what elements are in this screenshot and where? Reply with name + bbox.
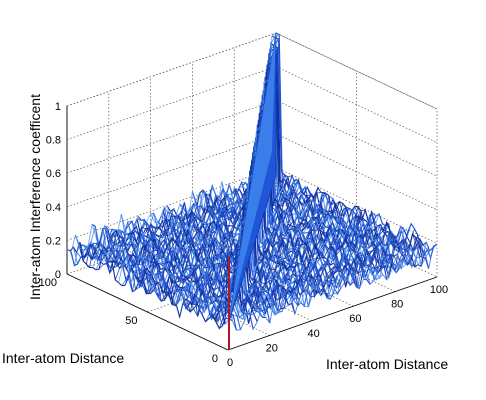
z-tick-label: 0.4: [46, 202, 61, 214]
x-axis-label: Inter-atom Distance: [326, 356, 448, 372]
z-grid-line-back-right: [275, 167, 438, 244]
y-axis-label: Inter-atom Distance: [2, 350, 124, 366]
z-tick-label: 1: [55, 101, 61, 113]
surface-line-y: [121, 125, 332, 287]
surface-line-y: [227, 243, 438, 331]
x-axis-line: [227, 276, 438, 351]
surface-line-y: [153, 185, 364, 300]
x-tick-label: 100: [430, 284, 448, 296]
z-tick-label: 0.2: [46, 235, 61, 247]
x-tick-label: 60: [349, 313, 361, 325]
surface-line-y: [224, 245, 435, 325]
x-tick-label: 0: [227, 357, 233, 369]
z-grid-line-back-left: [66, 32, 277, 107]
y-tick-label: 0: [212, 353, 218, 365]
surface-line-y: [92, 74, 303, 268]
surface-line-y: [221, 240, 432, 321]
x-tick-label: 20: [266, 342, 278, 354]
surface-plot: [66, 32, 438, 350]
y-axis-line: [66, 273, 229, 351]
surface-line-y: [112, 107, 322, 270]
z-axis-label: Inter-atom Interference coefficent: [27, 94, 43, 300]
diagonal-peak-face: [228, 33, 276, 325]
z-tick-label: 0.8: [46, 135, 61, 147]
surface-line-y: [192, 230, 402, 307]
z-grid-line-back-right: [275, 99, 438, 177]
back-right-top-edge: [275, 32, 438, 110]
y-tick-label: 100: [39, 277, 57, 289]
x-tick-label: 80: [391, 299, 403, 311]
z-grid-line-back-right: [275, 32, 438, 110]
x-tick-label: 40: [307, 328, 319, 340]
z-tick-label: 0.6: [46, 168, 61, 180]
z-grid-line-back-right: [275, 66, 438, 143]
y-tick-label: 50: [125, 315, 137, 327]
z-tick-label: 0: [55, 269, 61, 281]
back-top-edge: [66, 32, 277, 107]
z-grid-line-back-left: [66, 66, 277, 140]
surface-line-y: [105, 99, 315, 274]
z-grid-line-back-left: [66, 99, 277, 174]
z-grid-line-back-right: [275, 133, 438, 211]
